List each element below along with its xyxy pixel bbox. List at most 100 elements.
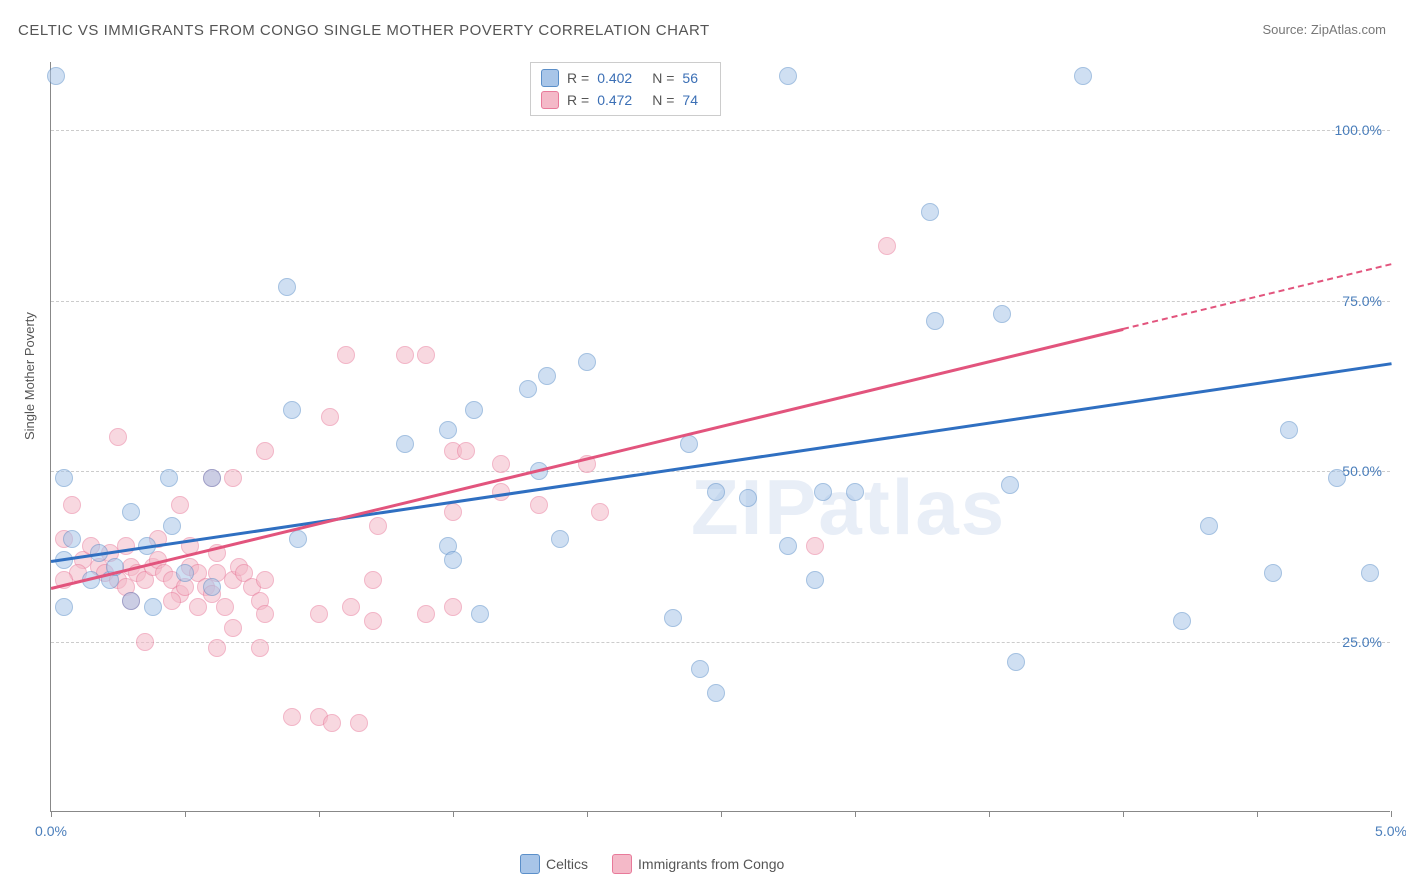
congo-point [171,496,189,514]
y-tick-label: 50.0% [1342,463,1382,479]
congo-point [342,598,360,616]
celtic-point [538,367,556,385]
celtic-point [926,312,944,330]
celtic-swatch [541,69,559,87]
congo-point [323,714,341,732]
celtic-point [203,578,221,596]
celtic-point [578,353,596,371]
celtic-point [1173,612,1191,630]
celtic-point [465,401,483,419]
celtic-point [1007,653,1025,671]
stats-row-celtic: R = 0.402 N = 56 [541,67,710,89]
y-tick-label: 25.0% [1342,634,1382,650]
congo-point [216,598,234,616]
celtic-point [993,305,1011,323]
gridline [51,301,1390,302]
congo-point [63,496,81,514]
celtic-point [1264,564,1282,582]
source-attribution: Source: ZipAtlas.com [1262,22,1386,37]
congo-point [806,537,824,555]
congo-point [189,598,207,616]
congo-r-value: 0.472 [597,92,632,108]
celtic-point [55,598,73,616]
celtic-swatch [520,854,540,874]
celtic-point [707,483,725,501]
r-label: R = [567,70,589,86]
stats-row-congo: R = 0.472 N = 74 [541,89,710,111]
x-tick [721,811,722,817]
x-tick [989,811,990,817]
celtic-legend-label: Celtics [546,856,588,872]
congo-point [251,639,269,657]
celtic-point [1280,421,1298,439]
congo-point [224,619,242,637]
bottom-legend: Celtics Immigrants from Congo [520,854,784,874]
celtic-point [1074,67,1092,85]
congo-swatch [612,854,632,874]
congo-legend-label: Immigrants from Congo [638,856,784,872]
congo-point [163,592,181,610]
congo-point [256,605,274,623]
congo-point [444,503,462,521]
congo-point [337,346,355,364]
x-tick-label: 5.0% [1375,823,1406,839]
congo-point [310,605,328,623]
x-tick [587,811,588,817]
chart-title: CELTIC VS IMMIGRANTS FROM CONGO SINGLE M… [18,22,710,39]
congo-point [136,633,154,651]
celtic-point [63,530,81,548]
celtic-point [680,435,698,453]
celtic-point [806,571,824,589]
gridline [51,130,1390,131]
celtic-point [176,564,194,582]
celtic-point [278,278,296,296]
congo-point [444,598,462,616]
celtic-point [444,551,462,569]
congo-point [591,503,609,521]
celtic-point [921,203,939,221]
celtic-point [664,609,682,627]
r-label: R = [567,92,589,108]
congo-point [530,496,548,514]
celtic-point [1001,476,1019,494]
congo-point [109,428,127,446]
celtic-point [160,469,178,487]
congo-point [396,346,414,364]
x-tick [185,811,186,817]
watermark: ZIPatlas [691,462,1006,553]
n-label: N = [652,70,674,86]
x-tick [51,811,52,817]
x-tick [1257,811,1258,817]
congo-point [256,571,274,589]
congo-point [492,455,510,473]
x-tick [1391,811,1392,817]
celtic-point [47,67,65,85]
congo-point [256,442,274,460]
x-tick [1123,811,1124,817]
congo-point [364,612,382,630]
celtic-point [1328,469,1346,487]
celtic-point [283,401,301,419]
celtic-point [471,605,489,623]
celtic-n-value: 56 [682,70,698,86]
congo-point [417,346,435,364]
celtic-point [396,435,414,453]
plot-area: ZIPatlas 25.0%50.0%75.0%100.0%0.0%5.0% [50,62,1390,812]
congo-point [364,571,382,589]
celtic-point [691,660,709,678]
y-axis-label: Single Mother Poverty [22,312,37,440]
celtic-point [1361,564,1379,582]
congo-swatch [541,91,559,109]
celtic-point [122,503,140,521]
congo-point [208,639,226,657]
celtic-point [846,483,864,501]
legend-item-celtic: Celtics [520,854,588,874]
congo-n-value: 74 [682,92,698,108]
congo-point [417,605,435,623]
celtic-r-value: 0.402 [597,70,632,86]
y-tick-label: 75.0% [1342,293,1382,309]
celtic-point [203,469,221,487]
y-tick-label: 100.0% [1335,122,1382,138]
n-label: N = [652,92,674,108]
congo-point [457,442,475,460]
